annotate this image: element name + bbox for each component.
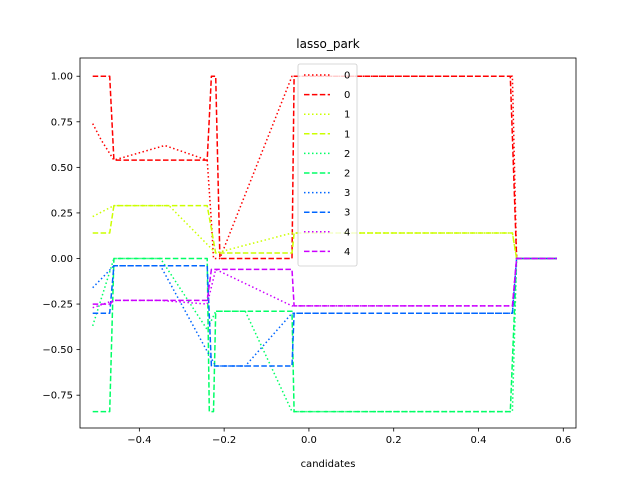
legend-label: 1 (344, 129, 350, 140)
legend-label: 2 (344, 169, 350, 180)
legend-label: 4 (344, 247, 350, 258)
x-tick-label: −0.4 (127, 435, 151, 446)
legend-label: 3 (344, 188, 350, 199)
plot-area: −0.4 −0.2 0.0 0.2 0.4 0.6 −0.75 −0.50 −0.25 0.00 0… (42, 57, 577, 446)
x-axis-label: candidates (301, 459, 356, 470)
legend-label: 0 (344, 90, 350, 101)
x-tick-label: −0.2 (212, 435, 236, 446)
y-tick-label: 0.50 (51, 163, 73, 174)
x-tick-label: 0.2 (386, 435, 402, 446)
series-line-2-dashed (92, 257, 557, 413)
y-tick-label: 0.25 (51, 208, 73, 219)
x-tick-label: 0.4 (471, 435, 487, 446)
legend-label: 1 (344, 110, 350, 121)
x-tick-label: 0.6 (555, 435, 571, 446)
y-tick-label: 0.00 (51, 254, 73, 265)
legend: 0 0 1 1 2 2 3 3 4 4 (297, 63, 358, 267)
y-tick-label: 0.75 (51, 117, 73, 128)
legend-label: 0 (344, 71, 350, 82)
series-line-0-dotted (92, 75, 557, 260)
y-tick-label: −0.50 (42, 345, 73, 356)
y-tick-label: −0.25 (42, 300, 73, 311)
y-tick-label: 1.00 (51, 72, 73, 83)
chart-title: lasso_park (296, 37, 359, 51)
legend-label: 4 (344, 227, 350, 238)
series-line-1-dashed (92, 204, 557, 260)
y-tick-label: −0.75 (42, 391, 73, 402)
legend-label: 2 (344, 149, 350, 160)
series-line-1-dotted (92, 204, 557, 260)
series-line-0-dashed (92, 75, 557, 260)
legend-label: 3 (344, 208, 350, 219)
axes-frame (79, 57, 577, 429)
series-line-2-dotted (91, 257, 557, 413)
series-line-3-dotted (92, 257, 557, 367)
x-tick-label: 0.0 (301, 435, 317, 446)
series-line-3-dashed (92, 257, 557, 367)
series-line-4-dashed (92, 257, 557, 307)
